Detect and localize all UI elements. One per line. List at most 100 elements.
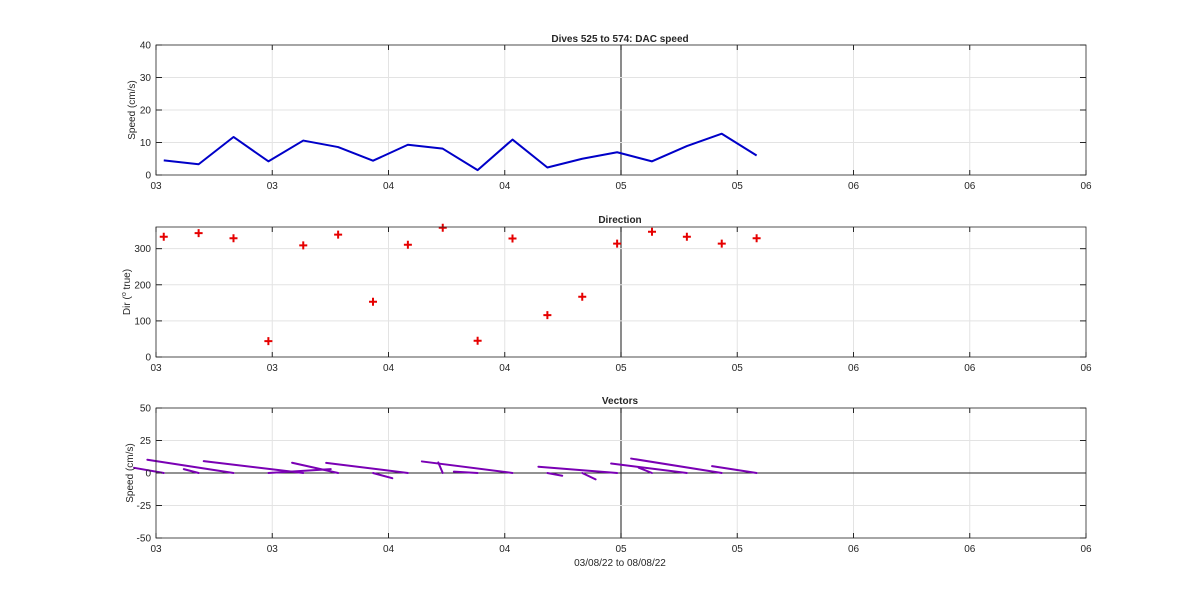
vectors-x-tick-label: 06	[1080, 544, 1092, 555]
vectors-x-tick-label: 06	[964, 544, 976, 555]
speed-x-ticks: 03 03 04 04 05 05 06 06 06	[150, 45, 1092, 192]
direction-point	[229, 234, 238, 243]
vectors-x-tick-label: 06	[848, 544, 860, 555]
speed-x-tick-label: 06	[1080, 181, 1092, 192]
direction-x-tick-label: 06	[848, 363, 860, 374]
direction-x-tick-label: 06	[1080, 363, 1092, 374]
speed-y-ticks: 0 10 20 30 40	[140, 41, 1086, 182]
direction-y-tick-label: 0	[145, 353, 151, 364]
direction-point	[299, 241, 308, 250]
vectors-y-tick-label: 50	[140, 404, 152, 415]
vectors-x-axis-label: 03/08/22 to 08/08/22	[574, 558, 666, 569]
vectors-x-tick-label: 04	[499, 544, 511, 555]
direction-point	[717, 239, 726, 248]
vector-stick	[146, 458, 235, 474]
direction-point	[194, 229, 203, 238]
direction-y-axis-label: Dir (o true)	[121, 269, 133, 315]
direction-grid	[155, 227, 1086, 358]
direction-point	[473, 336, 482, 345]
vectors-x-tick-label: 04	[383, 544, 395, 555]
speed-grid	[155, 44, 1086, 176]
direction-x-tick-label: 04	[499, 363, 511, 374]
vector-stick	[325, 461, 409, 474]
speed-y-tick-label: 30	[140, 73, 152, 84]
speed-x-tick-label: 05	[732, 181, 744, 192]
direction-x-tick-label: 04	[383, 363, 395, 374]
direction-point	[648, 227, 656, 236]
speed-x-tick-label: 04	[383, 181, 395, 192]
speed-x-tick-label: 06	[848, 181, 860, 192]
direction-point	[334, 230, 343, 239]
direction-point	[264, 337, 273, 346]
direction-point	[508, 234, 517, 243]
direction-ylabel-start: Dir (	[122, 296, 133, 316]
direction-marks	[159, 223, 761, 346]
vector-stick	[630, 457, 723, 474]
direction-point	[403, 240, 412, 249]
speed-y-tick-label: 40	[140, 41, 152, 52]
speed-chart-title: Dives 525 to 574: DAC speed	[551, 34, 688, 45]
vector-stick	[610, 462, 688, 474]
speed-y-tick-label: 10	[140, 138, 152, 149]
vectors-x-tick-label: 03	[267, 544, 279, 555]
vectors-x-tick-label: 05	[615, 544, 627, 555]
vectors-y-tick-label: 0	[145, 469, 151, 480]
direction-x-tick-label: 06	[964, 363, 976, 374]
speed-series-line	[163, 132, 758, 172]
speed-x-tick-label: 05	[615, 181, 627, 192]
speed-y-axis-label: Speed (cm/s)	[127, 80, 138, 139]
direction-x-tick-label: 03	[267, 363, 279, 374]
vector-stick	[452, 470, 479, 474]
vectors-x-tick-label: 03	[150, 544, 162, 555]
speed-y-tick-label: 0	[145, 171, 151, 182]
vector-stick	[537, 465, 619, 474]
direction-ylabel-end: true)	[122, 269, 133, 292]
vectors-x-tick-label: 05	[732, 544, 744, 555]
vector-stick	[291, 461, 340, 474]
vector-stick	[133, 466, 165, 474]
vectors-y-axis-label: Speed (cm/s)	[125, 443, 136, 502]
direction-point	[752, 234, 761, 243]
speed-marks	[163, 132, 758, 172]
vector-stick	[372, 472, 394, 480]
direction-point	[159, 232, 168, 241]
direction-point	[613, 239, 622, 248]
direction-point	[682, 232, 691, 241]
vectors-y-ticks: -50 -25 0 25 50	[137, 404, 1086, 545]
direction-point	[438, 223, 447, 232]
direction-ylabel-degree: o	[121, 292, 128, 296]
direction-chart-title: Direction	[598, 215, 641, 226]
vectors-y-tick-label: -25	[137, 501, 152, 512]
direction-x-tick-label: 05	[615, 363, 627, 374]
speed-y-tick-label: 20	[140, 106, 152, 117]
direction-y-tick-label: 300	[134, 244, 151, 255]
vectors-panel: -50 -25 0 25 50 03 03 04 04 05 05 06 06 06 Vectors S…	[125, 396, 1092, 569]
direction-point	[369, 297, 377, 306]
direction-point	[578, 292, 587, 301]
vector-stick	[581, 472, 597, 481]
direction-x-tick-label: 03	[150, 363, 162, 374]
vectors-y-tick-label: -50	[137, 534, 152, 545]
speed-x-tick-label: 03	[267, 181, 279, 192]
vector-stick	[637, 466, 653, 474]
direction-y-ticks: 0 100 200 300	[134, 244, 1086, 364]
vectors-y-tick-label: 25	[140, 436, 152, 447]
vector-stick	[182, 468, 200, 474]
vectors-marks	[133, 457, 758, 481]
direction-x-ticks: 03 03 04 04 05 05 06 06 06	[150, 227, 1092, 374]
speed-panel: 0 10 20 30 40 03 03 04 04 05 05 06 06 06 Dives 525 t…	[127, 34, 1092, 192]
vector-stick	[202, 460, 305, 474]
direction-x-tick-label: 05	[732, 363, 744, 374]
speed-x-tick-label: 04	[499, 181, 511, 192]
direction-y-tick-label: 200	[134, 280, 151, 291]
vectors-chart-title: Vectors	[602, 396, 639, 407]
direction-point	[543, 311, 552, 320]
direction-y-tick-label: 100	[134, 316, 151, 327]
vector-stick	[711, 465, 758, 474]
speed-x-tick-label: 06	[964, 181, 976, 192]
vectors-x-ticks: 03 03 04 04 05 05 06 06 06	[150, 408, 1092, 555]
vector-stick	[546, 472, 564, 477]
vector-stick	[420, 460, 514, 474]
